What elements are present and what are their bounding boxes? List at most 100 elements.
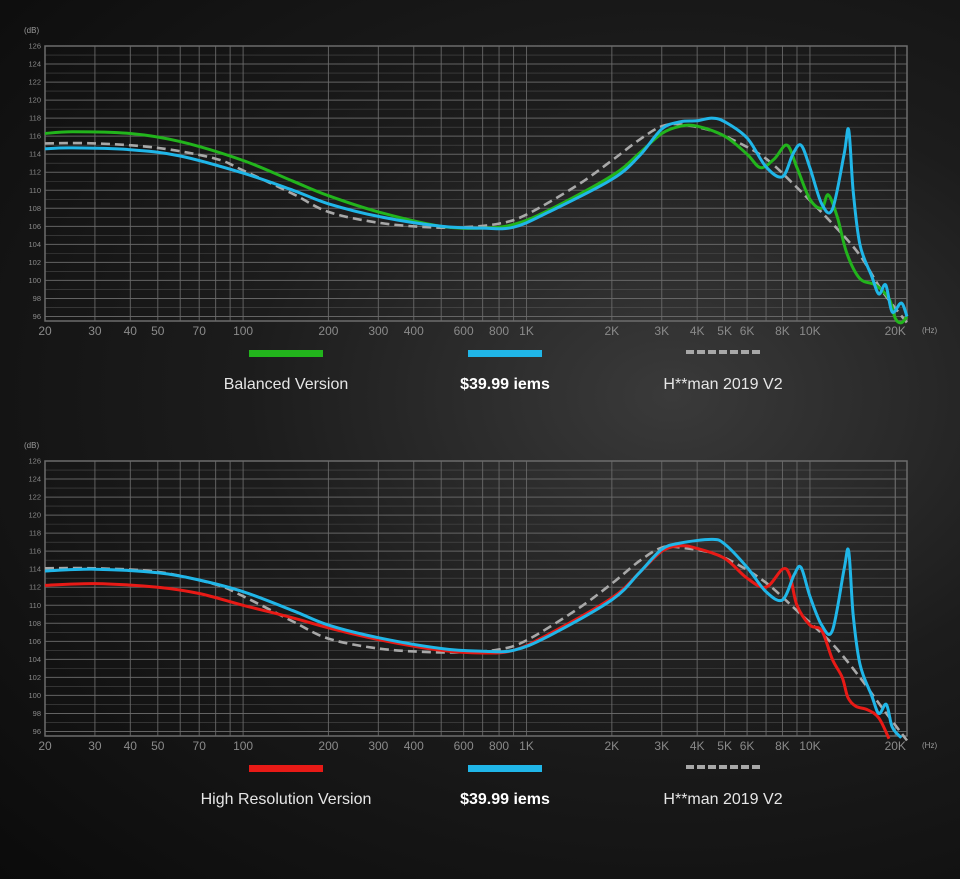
y-tick-label: 114 [29,150,41,159]
x-tick-label: 10K [799,739,820,753]
series-line [44,123,909,325]
x-tick-label: 600 [454,739,474,753]
y-tick-label: 98 [33,709,41,718]
y-tick-label: 96 [33,727,41,736]
y-tick-label: 112 [29,583,41,592]
series-line [44,545,909,742]
series-line [44,122,909,324]
x-tick-label: 8K [775,324,790,338]
y-axis-label: (dB) [24,441,39,450]
x-tick-label: 50 [151,324,165,338]
legend-item: Balanced Version [186,350,386,410]
y-tick-label: 124 [28,60,41,69]
legend-swatch [249,350,323,357]
frequency-response-chart-top: 126 124 122 120 118 116 114 112 110 108 106 104 102 1… [0,20,960,420]
x-tick-label: 4K [690,739,705,753]
x-tick-label: 6K [740,324,755,338]
x-tick-label: 400 [404,324,424,338]
legend-swatch [249,765,323,772]
y-tick-label: 120 [28,511,41,520]
x-tick-label: 40 [124,739,138,753]
y-tick-label: 110 [29,186,41,195]
y-tick-label: 102 [28,258,41,267]
y-tick-label: 100 [28,276,41,285]
plot-frame [44,460,908,737]
y-tick-label: 118 [29,529,41,538]
x-tick-label: 20 [38,324,52,338]
y-tick-label: 108 [28,204,41,213]
y-tick-label: 112 [29,168,41,177]
legend-swatch [686,350,760,354]
x-tick-label: 100 [233,739,253,753]
y-tick-label: 110 [29,601,41,610]
legend-label: $39.99 iems [460,376,550,393]
x-tick-label: 600 [454,324,474,338]
y-tick-label: 102 [28,673,41,682]
y-tick-label: 100 [28,691,41,700]
x-axis-unit: (Hz) [922,741,937,750]
y-tick-label: 98 [33,294,41,303]
x-tick-label: 100 [233,324,253,338]
x-tick-label: 3K [654,324,669,338]
x-tick-label: 20K [885,739,906,753]
legend-item: $39.99 iems [405,765,605,825]
legend-label: High Resolution Version [200,791,372,808]
x-tick-label: 50 [151,739,165,753]
legend: High Resolution Version $39.99 iems H**m… [0,765,960,835]
legend: Balanced Version $39.99 iems H**man 2019… [0,350,960,420]
x-tick-label: 10K [799,324,820,338]
y-tick-label: 106 [28,222,41,231]
x-tick-label: 800 [489,739,509,753]
legend-item: H**man 2019 V2 [623,350,823,410]
y-tick-label: 126 [28,457,41,466]
x-tick-label: 3K [654,739,669,753]
y-tick-label: 126 [28,42,41,51]
legend-swatch [686,765,760,769]
frequency-response-chart-bottom: 126 124 122 120 118 116 114 112 110 108 106 104 102 1… [0,435,960,835]
y-tick-label: 116 [29,132,41,141]
y-tick-label: 120 [28,96,41,105]
x-tick-label: 5K [717,324,732,338]
legend-swatch [468,765,542,772]
y-tick-label: 96 [33,312,41,321]
y-tick-label: 114 [29,565,41,574]
chart-svg: 126 124 122 120 118 116 114 112 110 108 106 104 102 1… [24,26,937,338]
x-tick-label: 1K [519,324,534,338]
x-tick-label: 70 [193,324,207,338]
x-tick-label: 2K [605,739,620,753]
x-tick-label: 2K [605,324,620,338]
legend-label: H**man 2019 V2 [663,376,783,393]
y-tick-label: 122 [28,78,41,87]
x-tick-label: 6K [740,739,755,753]
legend-swatch [468,350,542,357]
y-tick-label: 124 [28,475,41,484]
y-tick-label: 104 [28,240,41,249]
x-tick-label: 20 [38,739,52,753]
x-tick-label: 30 [88,324,102,338]
x-tick-label: 40 [124,324,138,338]
legend-label: H**man 2019 V2 [663,791,783,808]
x-tick-label: 30 [88,739,102,753]
x-tick-label: 300 [368,324,388,338]
series-line [44,544,891,740]
y-tick-label: 116 [29,547,41,556]
legend-item: High Resolution Version [186,765,386,825]
x-axis-unit: (Hz) [922,326,937,335]
legend-label: $39.99 iems [460,791,550,808]
x-tick-label: 20K [885,324,906,338]
legend-item: H**man 2019 V2 [623,765,823,825]
x-tick-label: 70 [193,739,207,753]
x-tick-label: 8K [775,739,790,753]
x-tick-label: 5K [717,739,732,753]
y-axis-label: (dB) [24,26,39,35]
y-tick-label: 104 [28,655,41,664]
x-tick-label: 400 [404,739,424,753]
y-tick-label: 106 [28,637,41,646]
x-tick-label: 800 [489,324,509,338]
y-tick-label: 122 [28,493,41,502]
x-tick-label: 1K [519,739,534,753]
series-line [44,537,903,739]
x-tick-label: 200 [318,739,338,753]
series-line [44,116,909,318]
legend-label: Balanced Version [223,376,349,393]
